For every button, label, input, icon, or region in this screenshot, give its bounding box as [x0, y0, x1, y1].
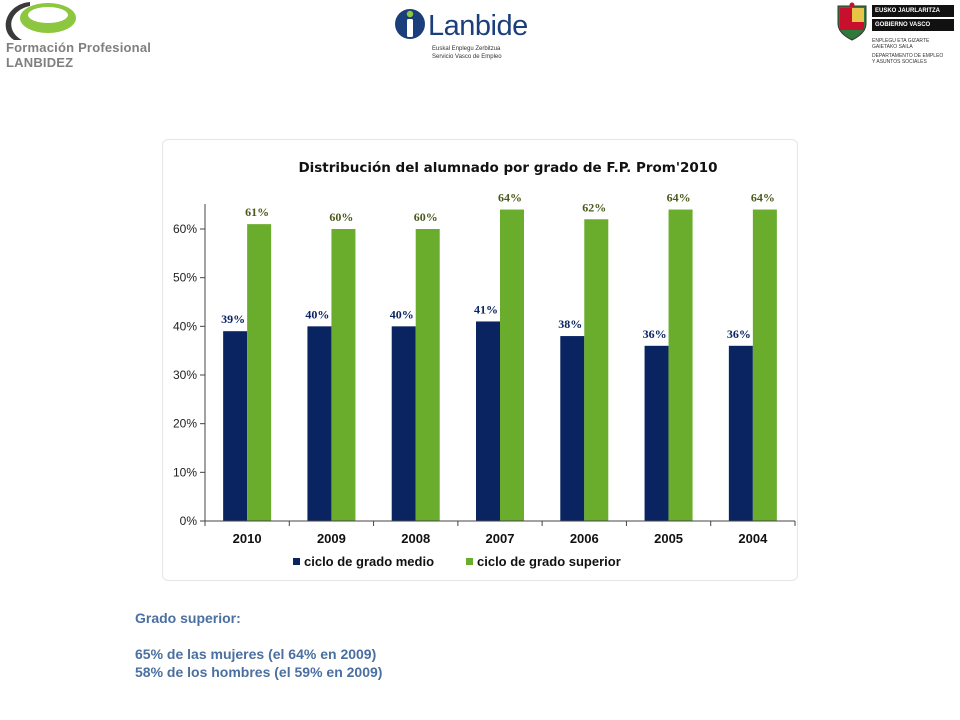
gv-dept-line4: Y ASUNTOS SOCIALES — [872, 59, 927, 65]
data-label: 36% — [727, 327, 751, 341]
data-label: 40% — [305, 307, 329, 321]
notes-line-women: 65% de las mujeres (el 64% en 2009) — [135, 646, 377, 662]
bar-grado-medio — [307, 326, 332, 521]
y-tick-label: 40% — [173, 319, 197, 333]
fp-logo-line2: LANBIDEZ — [6, 55, 74, 70]
chart-container: Distribución del alumnado por grado de F… — [162, 139, 798, 581]
gv-band-eusko: EUSKO JAURLARITZA — [872, 5, 954, 17]
bar-grado-medio — [728, 345, 753, 521]
bar-grado-superior — [584, 219, 609, 521]
bars-group: 39% 61% 40% 60% 40% 60% 41% 64% 38% 62% 36% 64% 36% 6… — [221, 191, 777, 521]
gv-dept-line2: GAIETAKO SAILA — [872, 44, 913, 50]
coat-of-arms-icon — [837, 2, 867, 41]
x-tick-label: 2008 — [401, 531, 430, 546]
bar-grado-superior — [247, 224, 272, 521]
x-tick-label: 2004 — [738, 531, 768, 546]
bar-grado-medio — [391, 326, 416, 521]
notes-heading: Grado superior: — [135, 610, 241, 626]
lanbide-logo: Lanbide Euskal Enplegu Zerbitzua Servici… — [394, 6, 534, 64]
bar-chart: Distribución del alumnado por grado de F… — [173, 160, 796, 569]
y-tick-label: 60% — [173, 222, 197, 236]
bar-grado-medio — [223, 331, 248, 521]
lanbide-subtitle-eu: Euskal Enplegu Zerbitzua — [432, 46, 501, 52]
y-tick-label: 30% — [173, 368, 197, 382]
data-label: 60% — [329, 210, 353, 224]
data-label: 62% — [582, 200, 606, 214]
gv-band-gobierno: GOBIERNO VASCO — [872, 19, 954, 31]
notes-block: Grado superior: 65% de las mujeres (el 6… — [135, 609, 382, 681]
x-tick-label: 2010 — [233, 531, 262, 546]
gv-dept-line1: ENPLEGU ETA GIZARTE — [872, 38, 930, 44]
y-tick-label: 0% — [180, 514, 198, 528]
notes-line-men: 58% de los hombres (el 59% en 2009) — [135, 664, 383, 680]
gobierno-vasco-logo: EUSKO JAURLARITZA GOBIERNO VASCO ENPLEGU… — [834, 2, 956, 68]
bar-grado-superior — [331, 229, 356, 521]
bar-grado-superior — [415, 229, 440, 521]
legend-label: ciclo de grado medio — [304, 554, 434, 569]
x-tick-label: 2007 — [486, 531, 515, 546]
data-label: 36% — [643, 327, 667, 341]
data-label: 40% — [390, 307, 414, 321]
legend-swatch — [293, 558, 300, 565]
data-label: 39% — [221, 312, 245, 326]
bar-grado-superior — [500, 209, 524, 521]
formacion-profesional-logo: Formación Profesional LANBIDEZ — [0, 0, 180, 72]
bar-grado-medio — [560, 336, 585, 521]
chart-title: Distribución del alumnado por grado de F… — [298, 160, 717, 176]
y-tick-label: 50% — [173, 271, 197, 285]
data-label: 64% — [498, 191, 522, 205]
lanbide-subtitle-es: Servicio Vasco de Empleo — [432, 54, 502, 60]
fp-logo-mark-icon — [5, 2, 76, 40]
x-tick-label: 2005 — [654, 531, 683, 546]
y-tick-label: 20% — [173, 417, 197, 431]
legend-label: ciclo de grado superior — [477, 554, 621, 569]
data-label: 60% — [414, 210, 438, 224]
bar-grado-superior — [668, 209, 693, 521]
data-label: 38% — [558, 317, 582, 331]
fp-logo-line1: Formación Profesional — [6, 40, 152, 55]
data-label: 64% — [667, 191, 691, 205]
x-axis: 2010 2009 2008 2007 2006 2005 2004 — [204, 520, 796, 546]
bar-grado-medio — [644, 345, 669, 521]
legend-swatch — [466, 558, 473, 565]
y-axis: 0% 10% 20% 30% 40% 50% 60% — [173, 204, 206, 528]
legend: ciclo de grado medio ciclo de grado super… — [293, 554, 621, 569]
gv-dept-line3: DEPARTAMENTO DE EMPLEO — [872, 53, 944, 59]
lanbide-wordmark: Lanbide — [428, 10, 528, 42]
x-tick-label: 2006 — [570, 531, 599, 546]
data-label: 41% — [474, 302, 498, 316]
x-tick-label: 2009 — [317, 531, 346, 546]
bar-grado-medio — [476, 321, 500, 521]
lanbide-mark-icon — [395, 9, 425, 39]
data-label: 64% — [751, 191, 775, 205]
bar-grado-superior — [752, 209, 777, 521]
y-tick-label: 10% — [173, 465, 197, 479]
data-label: 61% — [245, 205, 269, 219]
